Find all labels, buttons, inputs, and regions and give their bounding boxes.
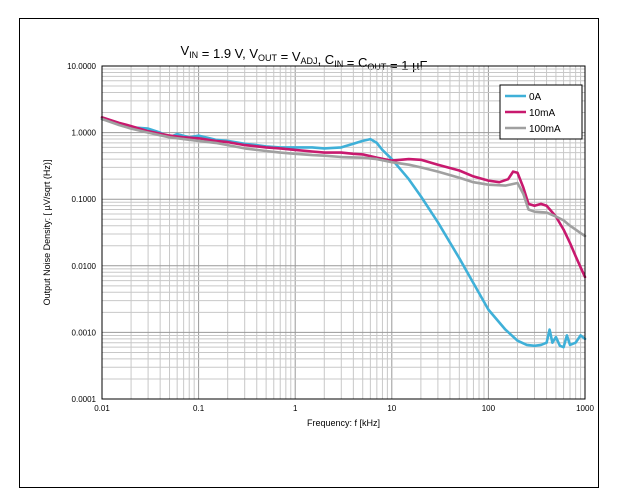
y-tick-label: 0.0001: [72, 395, 97, 404]
x-tick-label: 10: [387, 404, 396, 413]
chart-frame: VIN = 1.9 V, VOUT = VADJ, CIN = COUT = 1…: [19, 18, 599, 488]
y-tick-label: 0.1000: [72, 195, 97, 204]
y-tick-label: 0.0100: [72, 262, 97, 271]
x-tick-label: 0.1: [193, 404, 205, 413]
legend-label: 0A: [529, 92, 542, 103]
x-axis-title: Frequency: f [kHz]: [307, 418, 380, 428]
legend-label: 10mA: [529, 108, 555, 119]
title-part: V: [181, 43, 190, 58]
series-line-0A: [100, 117, 587, 349]
noise-density-chart: VIN = 1.9 V, VOUT = VADJ, CIN = COUT = 1…: [42, 43, 594, 428]
legend-label: 100mA: [529, 124, 561, 135]
x-tick-label: 1: [293, 404, 298, 413]
x-tick-label: 100: [482, 404, 496, 413]
title-part: = V: [277, 49, 301, 64]
chart-title: VIN = 1.9 V, VOUT = VADJ, CIN = COUT = 1…: [181, 43, 428, 73]
series-lines: [100, 116, 587, 349]
series-line-100mA: [100, 117, 587, 238]
series-line-10mA: [100, 116, 587, 279]
x-tick-label: 0.01: [94, 404, 110, 413]
title-subscript: ADJ: [301, 56, 318, 66]
grid: [101, 66, 585, 400]
title-subscript: IN: [189, 50, 198, 60]
y-tick-label: 0.0010: [72, 328, 97, 337]
title-part: , C: [318, 52, 335, 67]
plot-area: [101, 65, 586, 400]
y-tick-label: 10.0000: [67, 62, 96, 71]
y-tick-label: 1.0000: [72, 129, 97, 138]
title-subscript: IN: [334, 59, 343, 69]
x-tick-label: 1000: [576, 404, 594, 413]
tick-labels: 0.01 0.1 1 10 100 1000 0.0001 0.0010 0.0100 0.100…: [67, 62, 594, 413]
title-part: = 1.9 V, V: [198, 46, 258, 61]
y-axis-title: Output Noise Density: [ µV/sqrt (Hz)]: [42, 160, 52, 306]
title-subscript: OUT: [258, 53, 278, 63]
title-part: = C: [343, 55, 367, 70]
legend: 0A 10mA 100mA: [499, 84, 583, 140]
